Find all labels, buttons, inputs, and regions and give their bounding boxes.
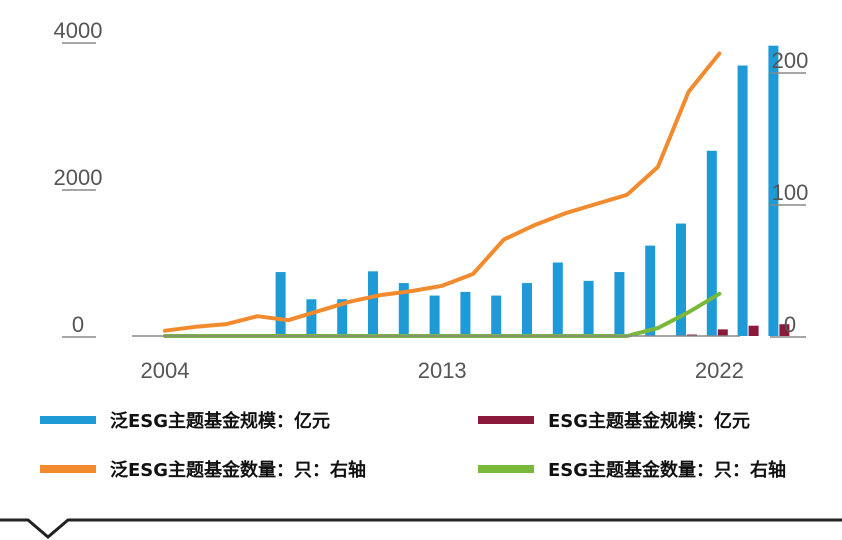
y-right-tick-label: 200 xyxy=(772,48,809,73)
bar-esg-scale xyxy=(717,329,728,336)
legend-swatch xyxy=(478,465,534,473)
bar-pan-esg-scale xyxy=(368,271,378,336)
bar-pan-esg-scale xyxy=(275,272,286,336)
legend-swatch xyxy=(40,416,96,424)
bar-esg-scale xyxy=(748,325,759,336)
legend-swatch xyxy=(40,465,96,473)
bar-pan-esg-scale xyxy=(768,45,779,337)
x-tick-label: 2004 xyxy=(141,358,190,383)
bar-pan-esg-scale xyxy=(676,223,686,336)
bar-pan-esg-scale xyxy=(552,262,563,336)
bar-pan-esg-scale xyxy=(306,299,317,336)
legend: 泛ESG主题基金规模：亿元 ESG主题基金规模：亿元泛ESG主题基金数量：只：右轴… xyxy=(40,410,786,481)
legend-label: 泛ESG主题基金数量：只：右轴 xyxy=(110,459,366,481)
legend-swatch xyxy=(478,416,534,424)
bar-pan-esg-scale xyxy=(614,272,625,336)
bar-pan-esg-scale xyxy=(583,280,594,336)
bar-pan-esg-scale xyxy=(491,295,502,336)
plot-area xyxy=(163,45,790,338)
x-tick-label: 2022 xyxy=(695,358,744,383)
bar-pan-esg-scale xyxy=(522,283,532,336)
line-pan-esg-count xyxy=(163,51,722,333)
bar-pan-esg-scale xyxy=(429,295,440,336)
legend-label: ESG主题基金数量：只：右轴 xyxy=(548,459,786,481)
bar-pan-esg-scale xyxy=(737,65,748,337)
bar-esg-scale xyxy=(779,324,790,336)
bar-pan-esg-scale xyxy=(460,291,471,336)
x-tick-label: 2013 xyxy=(418,358,467,383)
bar-pan-esg-scale xyxy=(337,299,348,336)
y-left-tick-label: 2000 xyxy=(54,165,103,190)
footer-divider-line xyxy=(0,518,842,539)
y-right-tick-label: 100 xyxy=(772,180,809,205)
line-esg-count xyxy=(163,291,722,338)
bar-pan-esg-scale xyxy=(645,245,656,336)
footer-divider xyxy=(0,518,842,539)
y-left-tick-label: 0 xyxy=(72,312,84,337)
legend-label: 泛ESG主题基金规模：亿元 xyxy=(110,410,330,432)
y-right-tick-label: 0 xyxy=(784,312,796,337)
y-left-tick-label: 4000 xyxy=(54,18,103,43)
legend-label: ESG主题基金规模：亿元 xyxy=(548,410,750,432)
axes: 0 2000 4000 0 100 200 2004 2013 2022 xyxy=(54,18,809,383)
bar-pan-esg-scale xyxy=(706,150,717,336)
bar-pan-esg-scale xyxy=(398,283,409,336)
